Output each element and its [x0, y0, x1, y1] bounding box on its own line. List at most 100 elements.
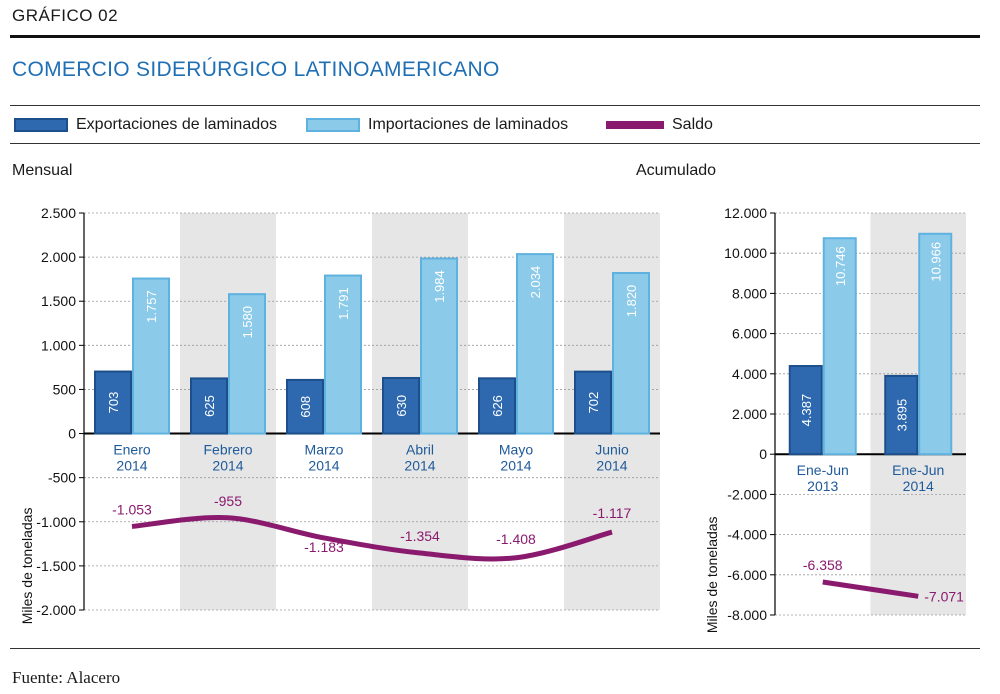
y-tick-label: 12.000 — [724, 205, 767, 221]
y-tick-label: -6.000 — [727, 567, 767, 583]
bar-exports-label: 625 — [202, 395, 217, 417]
y-tick-label: 10.000 — [724, 245, 767, 261]
category-label-year: 2014 — [903, 478, 934, 494]
y-tick-label: 2.000 — [732, 406, 767, 422]
bar-exports — [884, 374, 919, 456]
bar-exports-label: 630 — [394, 395, 409, 417]
bar-exports-label: 3.895 — [894, 399, 909, 432]
saldo-label: -1.117 — [593, 505, 632, 521]
legend-saldo-label: Saldo — [672, 116, 713, 133]
bar-imports-label: 1.580 — [240, 306, 255, 339]
legend-exports: Exportaciones de laminados — [14, 113, 277, 137]
y-tick-label: 8.000 — [732, 285, 767, 301]
y-tick-label: -1.000 — [36, 514, 76, 530]
legend-exports-label: Exportaciones de laminados — [76, 116, 278, 133]
saldo-label: -6.358 — [803, 557, 843, 573]
legend-saldo: Saldo — [606, 113, 713, 137]
bar-exports-label: 703 — [106, 392, 121, 414]
legend-imports-label: Importaciones de laminados — [368, 116, 569, 133]
y-tick-label: 2.000 — [41, 249, 76, 265]
category-label-year: 2014 — [212, 458, 243, 474]
legend-saldo-swatch — [606, 121, 664, 129]
bar-exports-label: 4.387 — [799, 394, 814, 427]
bar-imports-label: 10.746 — [833, 246, 848, 286]
bar-exports-label: 626 — [490, 395, 505, 417]
category-label-year: 2014 — [404, 458, 435, 474]
y-tick-label: 500 — [53, 381, 77, 397]
figure-label: GRÁFICO 02 — [12, 6, 119, 25]
category-label: Enero — [113, 442, 151, 458]
bar-imports — [324, 274, 362, 435]
bar-imports — [822, 237, 857, 456]
bar-imports — [516, 253, 554, 435]
saldo-label: -1.053 — [112, 501, 152, 517]
bar-exports-label: 702 — [586, 392, 601, 414]
category-label: Junio — [595, 442, 629, 458]
bar-exports — [478, 377, 516, 435]
chart-panel-0: -2.000 -1.500 -1.000 -500 0 500 1.000 1.500 2.00… — [19, 205, 660, 624]
panel-title-mensual: Mensual — [12, 162, 73, 179]
y-tick-label: -2.000 — [727, 486, 767, 502]
category-label: Marzo — [305, 442, 344, 458]
source-note: Fuente: Alacero — [12, 668, 121, 687]
panel-title-acumulado: Acumulado — [636, 162, 717, 179]
bar-exports — [94, 370, 132, 435]
legend-imports-swatch — [306, 118, 360, 132]
bottom-rule — [10, 648, 980, 649]
category-label: Mayo — [499, 442, 533, 458]
y-tick-label: 2.500 — [41, 205, 76, 221]
bar-imports-label: 1.820 — [624, 285, 639, 318]
saldo-line — [131, 515, 613, 562]
saldo-label: -1.408 — [496, 531, 536, 547]
category-label: Febrero — [203, 442, 252, 458]
bar-imports-label: 1.757 — [144, 290, 159, 323]
bar-imports-label: 1.984 — [432, 270, 447, 303]
y-tick-label: 0 — [759, 446, 767, 462]
bar-imports-label: 10.966 — [928, 242, 943, 282]
y-tick-label: 4.000 — [732, 366, 767, 382]
category-label-year: 2014 — [308, 458, 339, 474]
top-rule — [10, 35, 980, 38]
bar-imports — [420, 257, 458, 435]
bar-imports — [612, 271, 650, 435]
y-tick-label: -500 — [48, 470, 76, 486]
category-label-year: 2014 — [116, 458, 147, 474]
legend-bottom-rule — [10, 143, 980, 144]
category-label: Abril — [406, 442, 434, 458]
saldo-label: -1.183 — [304, 539, 344, 555]
bar-imports — [132, 277, 170, 435]
bar-exports — [382, 376, 420, 435]
y-tick-label: -2.000 — [36, 602, 76, 618]
bar-exports — [788, 365, 823, 456]
bar-imports-label: 2.034 — [528, 266, 543, 299]
y-tick-label: 6.000 — [732, 326, 767, 342]
saldo-line — [822, 579, 919, 599]
legend-exports-swatch — [14, 118, 68, 132]
category-label: Ene-Jun — [892, 462, 944, 478]
y-tick-label: 0 — [68, 426, 76, 442]
saldo-label: -1.354 — [400, 528, 440, 544]
bar-exports — [574, 370, 612, 435]
bar-exports — [286, 378, 324, 435]
y-tick-label: 1.500 — [41, 293, 76, 309]
bar-exports-label: 608 — [298, 396, 313, 418]
legend-imports: Importaciones de laminados — [306, 113, 568, 137]
y-tick-label: -4.000 — [727, 527, 767, 543]
saldo-label: -955 — [214, 493, 242, 509]
y-tick-label: -1.500 — [36, 558, 76, 574]
category-label-year: 2014 — [596, 458, 627, 474]
category-label: Ene-Jun — [797, 462, 849, 478]
chart-panel-1: -8.000 -6.000 -4.000 -2.000 0 2.000 4.000 6.000… — [704, 205, 966, 633]
bar-exports — [190, 377, 228, 435]
saldo-label: -7.071 — [924, 588, 964, 604]
bar-imports-label: 1.791 — [336, 287, 351, 320]
category-label-year: 2013 — [807, 478, 838, 494]
y-tick-label: 1.000 — [41, 337, 76, 353]
legend-top-rule — [10, 105, 980, 106]
y-axis-label: Miles de toneladas — [19, 508, 35, 625]
y-tick-label: -8.000 — [727, 607, 767, 623]
category-label-year: 2014 — [500, 458, 531, 474]
bar-imports — [918, 232, 953, 456]
bar-imports — [228, 293, 266, 435]
